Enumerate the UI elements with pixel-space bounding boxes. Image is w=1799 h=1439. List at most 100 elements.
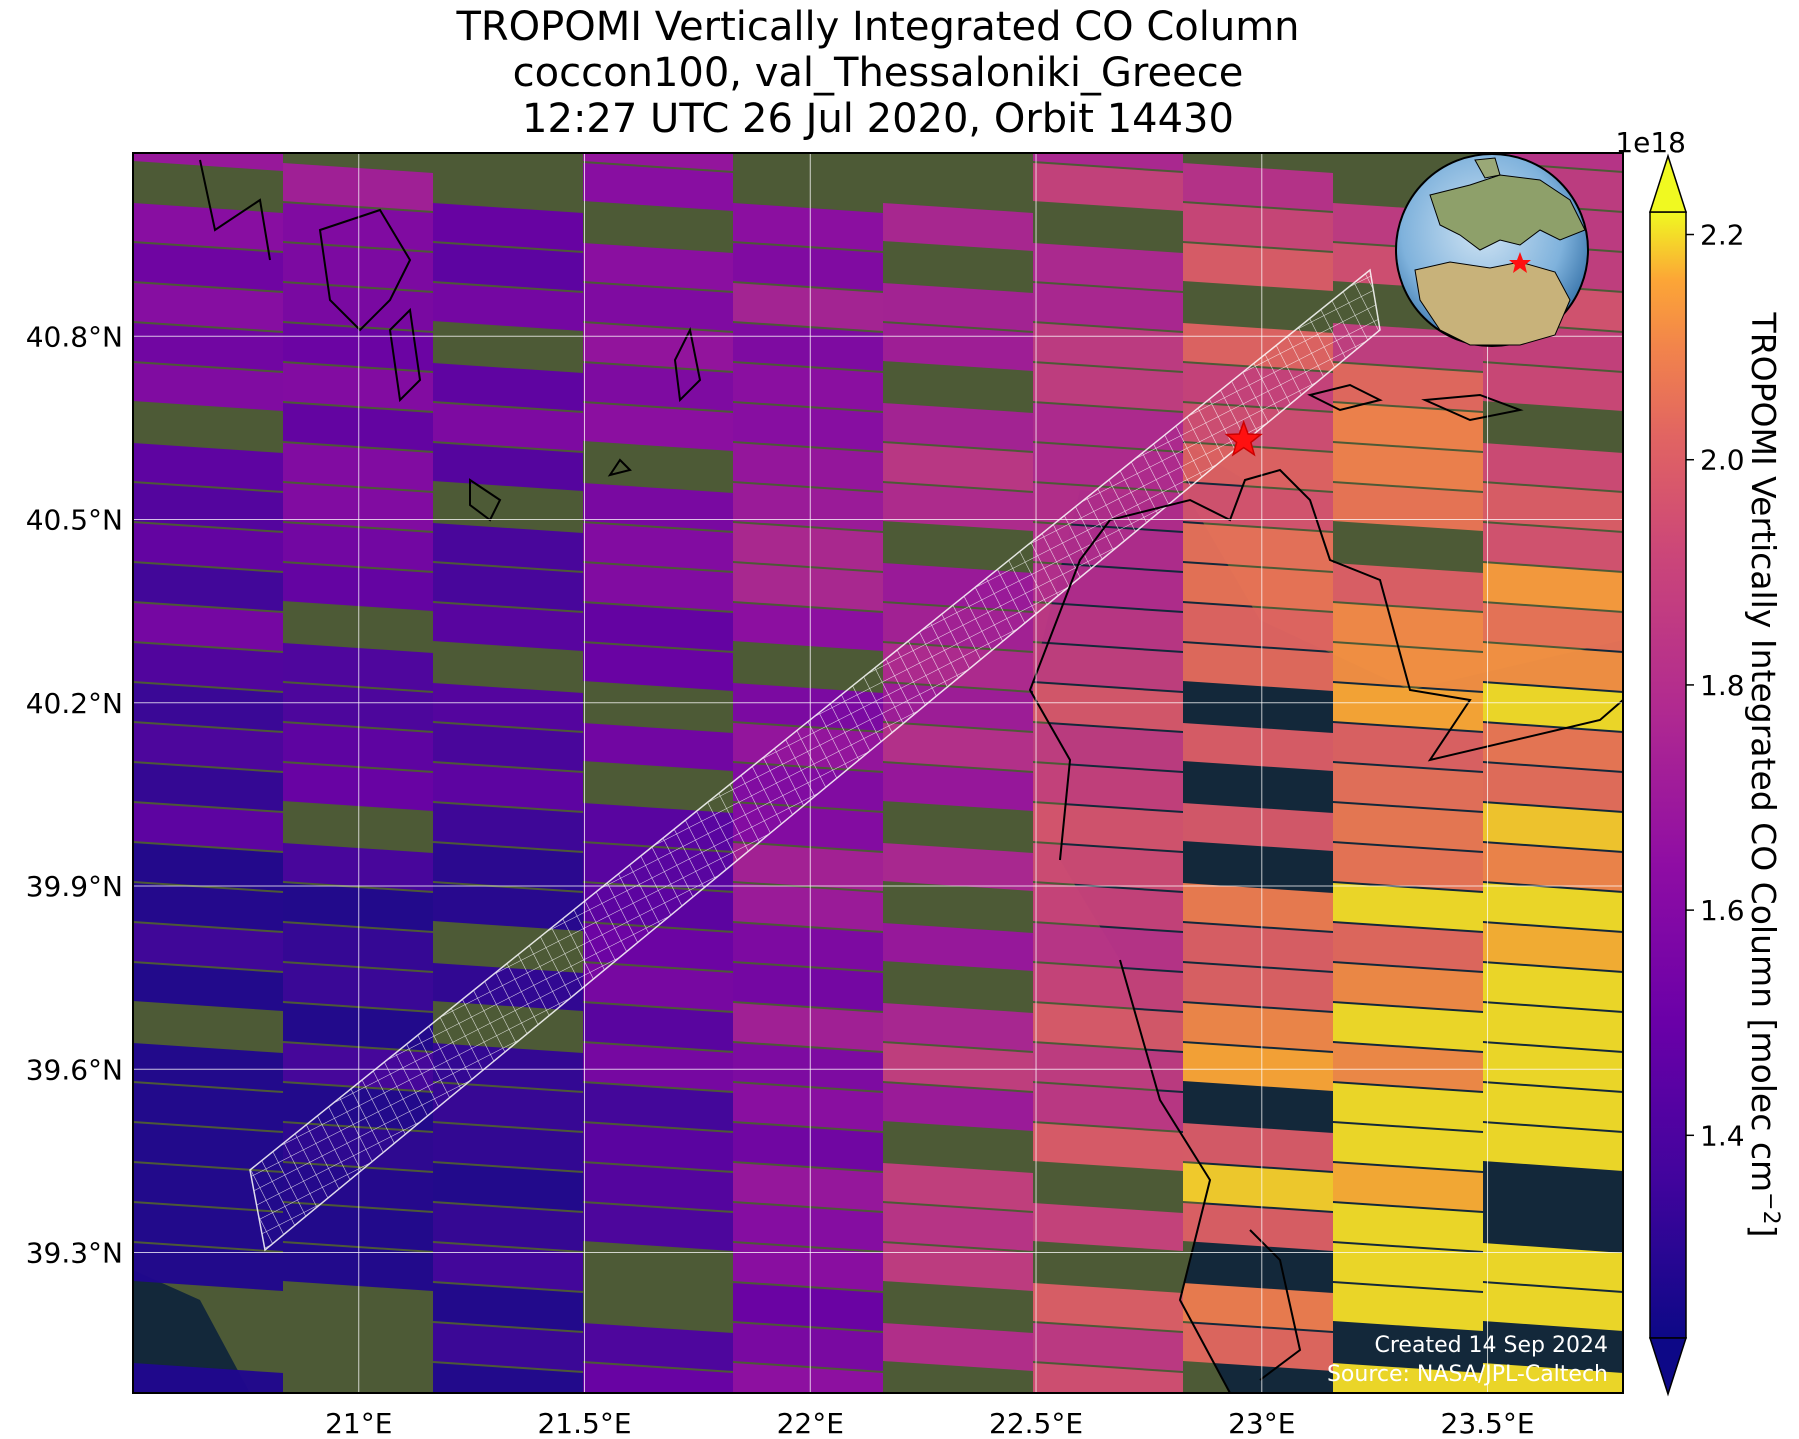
- co-pixel: [583, 403, 733, 451]
- co-pixel: [433, 803, 583, 851]
- source-credit: Source: NASA/JPL-Caltech: [1327, 1362, 1608, 1387]
- co-pixel: [133, 1363, 283, 1393]
- co-pixel: [1033, 1123, 1183, 1171]
- lon-tick-label: 23°E: [1228, 1407, 1295, 1439]
- gridlines: [133, 153, 1623, 1393]
- co-pixel: [433, 1123, 583, 1171]
- co-pixel: [1183, 723, 1333, 771]
- globe-inset: [1395, 153, 1589, 347]
- co-pixel: [283, 1003, 433, 1051]
- co-pixel: [883, 1243, 1033, 1291]
- co-pixel: [1483, 643, 1623, 691]
- co-pixel: [583, 243, 733, 291]
- co-pixel: [1033, 923, 1183, 971]
- co-pixel: [733, 603, 883, 651]
- co-pixel: [133, 843, 283, 891]
- co-pixel: [1483, 443, 1623, 491]
- colorbar-gradient: [1649, 211, 1687, 1339]
- co-pixel: [1483, 883, 1623, 931]
- co-pixel: [733, 1243, 883, 1291]
- lon-tick-label: 22.5°E: [989, 1407, 1083, 1439]
- co-pixel: [733, 403, 883, 451]
- co-pixel: [733, 483, 883, 531]
- co-pixel: [1483, 523, 1623, 571]
- co-pixel: [283, 243, 433, 291]
- co-pixel: [1333, 1243, 1483, 1291]
- co-pixel: [1483, 563, 1623, 611]
- co-pixel: [583, 483, 733, 531]
- co-pixel: [433, 283, 583, 331]
- co-pixel: [1033, 363, 1183, 411]
- co-pixel: [1033, 243, 1183, 291]
- co-pixel: [583, 153, 733, 171]
- globe-europe-land: [1429, 174, 1586, 251]
- lon-tick-label: 21.5°E: [537, 1407, 631, 1439]
- co-pixel: [583, 563, 733, 611]
- co-pixel: [1033, 643, 1183, 691]
- co-pixel: [133, 603, 283, 651]
- co-pixel: [1333, 483, 1483, 531]
- co-pixel: [133, 243, 283, 291]
- co-pixel: [883, 403, 1033, 451]
- co-pixel: [283, 523, 433, 571]
- co-pixel: [733, 1203, 883, 1251]
- co-pixel: [1333, 403, 1483, 451]
- co-pixel: [883, 1323, 1033, 1371]
- co-pixel: [1033, 1363, 1183, 1393]
- co-pixel: [583, 1123, 733, 1171]
- co-pixel: [583, 1043, 733, 1091]
- created-credit: Created 14 Sep 2024: [1375, 1333, 1609, 1358]
- lat-tick-label: 40.5°N: [26, 504, 123, 537]
- co-pixel: [1483, 923, 1623, 971]
- co-pixel: [883, 923, 1033, 971]
- co-pixel: [433, 1163, 583, 1211]
- co-pixel: [733, 523, 883, 571]
- co-pixel: [1483, 603, 1623, 651]
- co-pixel: [883, 843, 1033, 891]
- co-pixel: [1183, 1163, 1333, 1211]
- latitude-tick-labels: 39.3°N 39.6°N 39.9°N 40.2°N 40.5°N 40.8°N: [26, 320, 123, 1269]
- lake-outline-2: [1421, 393, 1524, 422]
- co-pixel: [1183, 1043, 1333, 1091]
- co-pixel: [1333, 1203, 1483, 1251]
- site-star-icon: [1224, 419, 1263, 457]
- co-pixel: [1033, 803, 1183, 851]
- co-pixel: [733, 923, 883, 971]
- lon-tick-label: 21°E: [325, 1407, 392, 1439]
- co-pixel: [133, 443, 283, 491]
- coastline: [1028, 468, 1623, 1393]
- co-pixel: [1183, 1123, 1333, 1171]
- colorbar-tick-label: 1.8: [1700, 669, 1745, 702]
- co-pixel: [733, 563, 883, 611]
- co-pixel: [433, 723, 583, 771]
- lon-tick-label: 23.5°E: [1441, 1407, 1535, 1439]
- co-pixel: [883, 483, 1033, 531]
- co-pixel: [733, 283, 883, 331]
- co-pixel: [433, 603, 583, 651]
- co-pixel: [433, 1083, 583, 1131]
- co-pixel: [583, 283, 733, 331]
- co-pixel: [283, 963, 433, 1011]
- co-pixel: [1033, 883, 1183, 931]
- lat-tick-label: 40.2°N: [26, 687, 123, 720]
- co-pixel: [133, 1163, 283, 1211]
- co-pixel: [1333, 563, 1483, 611]
- co-pixel: [1483, 363, 1623, 411]
- co-pixel: [433, 363, 583, 411]
- title-line-2: coccon100, val_Thessaloniki_Greece: [512, 50, 1244, 96]
- lake-prespa: [318, 208, 412, 332]
- co-pixel: [1333, 923, 1483, 971]
- footprint-mesh: [249, 268, 1381, 1252]
- colorbar-scale: 1e18: [1615, 126, 1686, 159]
- co-pixel: [1333, 603, 1483, 651]
- co-pixel: [1183, 563, 1333, 611]
- co-pixel: [283, 883, 433, 931]
- co-pixel: [133, 483, 283, 531]
- co-pixel: [1033, 1283, 1183, 1331]
- co-pixel: [133, 323, 283, 371]
- co-pixel: [1033, 403, 1183, 451]
- co-pixel: [1183, 1323, 1333, 1371]
- co-pixel: [1033, 163, 1183, 211]
- longitude-tick-labels: 21°E 21.5°E 22°E 22.5°E 23°E 23.5°E: [325, 1407, 1534, 1439]
